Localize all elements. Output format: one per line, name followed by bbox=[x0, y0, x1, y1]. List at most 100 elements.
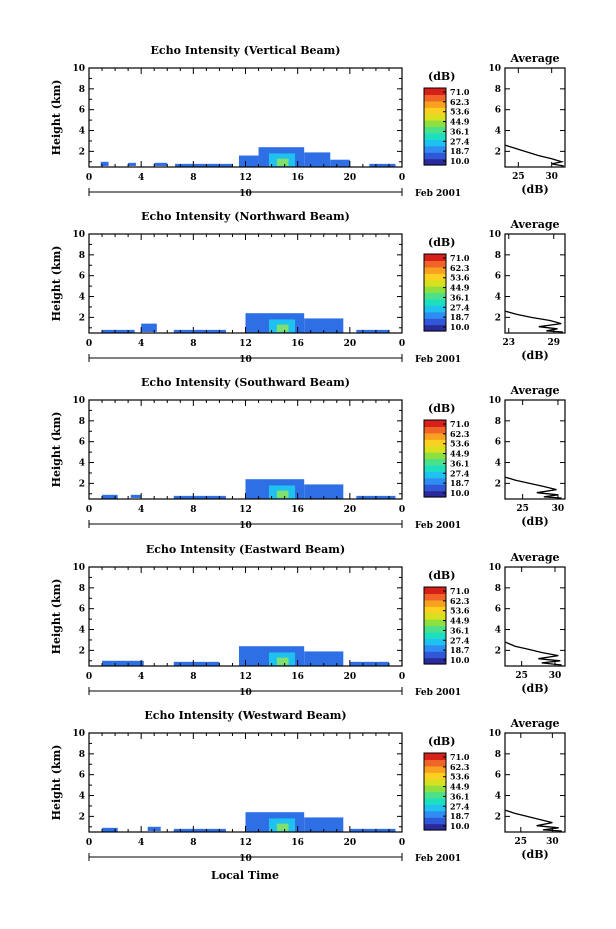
colorbar-segment bbox=[424, 305, 446, 313]
y-axis-label: Height (km) bbox=[50, 412, 63, 488]
colorbar-tick-label: 71.0 bbox=[450, 253, 470, 263]
colorbar-tick-label: 36.1 bbox=[450, 292, 469, 302]
echo-region bbox=[276, 657, 289, 665]
panel-title: Echo Intensity (Westward Beam) bbox=[144, 709, 346, 722]
colorbar-segment bbox=[424, 606, 446, 614]
day-label: 10 bbox=[239, 189, 252, 199]
x-tick-label: 12 bbox=[239, 838, 252, 848]
average-x-tick-label: 29 bbox=[547, 338, 560, 348]
x-tick-label: 0 bbox=[399, 505, 405, 515]
y-tick-label: 6 bbox=[79, 106, 85, 116]
y-tick-label: 10 bbox=[72, 729, 85, 739]
colorbar-segment bbox=[424, 126, 446, 134]
colorbar-segment bbox=[424, 132, 446, 140]
average-profile-line bbox=[504, 641, 562, 666]
echo-region bbox=[369, 163, 396, 167]
x-tick-label: 4 bbox=[138, 838, 144, 848]
x-tick-label: 0 bbox=[399, 838, 405, 848]
echo-region bbox=[304, 484, 344, 499]
y-tick-label: 8 bbox=[79, 584, 85, 594]
average-y-tick-label: 10 bbox=[488, 563, 501, 573]
average-y-tick-label: 8 bbox=[495, 750, 501, 760]
colorbar-segment bbox=[424, 625, 446, 633]
average-y-tick-label: 2 bbox=[495, 812, 501, 822]
colorbar-tick-label: 27.4 bbox=[450, 302, 470, 312]
y-tick-label: 6 bbox=[79, 771, 85, 781]
colorbar-tick-label: 53.6 bbox=[450, 273, 470, 283]
y-tick-label: 8 bbox=[79, 417, 85, 427]
colorbar-tick-label: 36.1 bbox=[450, 791, 469, 801]
colorbar-segment bbox=[424, 638, 446, 646]
average-y-tick-label: 2 bbox=[495, 147, 501, 157]
y-axis-label: Height (km) bbox=[50, 579, 63, 655]
day-label: 10 bbox=[239, 688, 252, 698]
colorbar-frame bbox=[423, 752, 447, 831]
colorbar-segment bbox=[424, 452, 446, 460]
x-tick-label: 20 bbox=[344, 838, 357, 848]
x-tick-label: 20 bbox=[344, 339, 357, 349]
echo-region bbox=[349, 661, 389, 666]
y-axis-label: Height (km) bbox=[50, 246, 63, 322]
colorbar-segment bbox=[424, 791, 446, 799]
colorbar-segment bbox=[424, 311, 446, 319]
y-tick-label: 4 bbox=[79, 127, 85, 137]
echo-region bbox=[128, 162, 136, 166]
average-profile-line bbox=[504, 809, 562, 832]
colorbar-tick-label: 27.4 bbox=[450, 468, 470, 478]
x-tick-label: 16 bbox=[291, 838, 304, 848]
x-tick-label: 4 bbox=[138, 505, 144, 515]
y-tick-label: 2 bbox=[79, 313, 85, 323]
colorbar-segment bbox=[424, 107, 446, 115]
echo-region bbox=[276, 823, 289, 831]
colorbar-tick-label: 71.0 bbox=[450, 87, 470, 97]
x-tick-label: 12 bbox=[239, 339, 252, 349]
average-y-tick-label: 6 bbox=[495, 106, 501, 116]
average-frame bbox=[504, 566, 566, 667]
x-tick-label: 4 bbox=[138, 339, 144, 349]
colorbar-segment bbox=[424, 759, 446, 767]
colorbar-tick-label: 18.7 bbox=[450, 312, 469, 322]
colorbar-tick-label: 18.7 bbox=[450, 478, 469, 488]
colorbar-segment bbox=[424, 753, 446, 761]
colorbar-segment bbox=[424, 420, 446, 428]
colorbar-tick-label: 10.0 bbox=[450, 655, 470, 665]
colorbar-segment bbox=[424, 765, 446, 773]
colorbar-tick-label: 53.6 bbox=[450, 439, 470, 449]
colorbar-tick-label: 44.9 bbox=[450, 616, 470, 626]
echo-region bbox=[304, 318, 344, 333]
day-label: 10 bbox=[239, 521, 252, 531]
average-y-tick-label: 10 bbox=[488, 729, 501, 739]
x-tick-label: 0 bbox=[399, 173, 405, 183]
x-tick-label: 4 bbox=[138, 672, 144, 682]
average-y-tick-label: 4 bbox=[495, 127, 501, 137]
average-x-tick-label: 30 bbox=[549, 671, 562, 681]
date-label: Feb 2001 bbox=[415, 521, 461, 531]
y-tick-label: 10 bbox=[72, 64, 85, 74]
average-y-tick-label: 6 bbox=[495, 438, 501, 448]
x-tick-label: 16 bbox=[291, 339, 304, 349]
y-tick-label: 4 bbox=[79, 293, 85, 303]
colorbar-unit: (dB) bbox=[428, 569, 455, 582]
echo-region bbox=[173, 661, 220, 666]
colorbar-segment bbox=[424, 139, 446, 147]
colorbar-segment bbox=[424, 490, 446, 498]
colorbar-tick-label: 10.0 bbox=[450, 488, 470, 498]
x-tick-label: 16 bbox=[291, 672, 304, 682]
average-x-label: (dB) bbox=[521, 515, 548, 528]
average-x-tick-label: 25 bbox=[512, 172, 525, 182]
colorbar-unit: (dB) bbox=[428, 735, 455, 748]
y-tick-label: 10 bbox=[72, 563, 85, 573]
average-y-tick-label: 2 bbox=[495, 646, 501, 656]
echo-region bbox=[173, 828, 226, 832]
average-y-tick-label: 4 bbox=[495, 792, 501, 802]
y-tick-label: 6 bbox=[79, 438, 85, 448]
x-tick-label: 20 bbox=[344, 173, 357, 183]
colorbar-tick-label: 44.9 bbox=[450, 283, 470, 293]
colorbar-segment bbox=[424, 273, 446, 281]
y-tick-label: 4 bbox=[79, 459, 85, 469]
average-x-label: (dB) bbox=[521, 349, 548, 362]
average-y-tick-label: 6 bbox=[495, 771, 501, 781]
colorbar-segment bbox=[424, 587, 446, 595]
average-x-tick-label: 30 bbox=[552, 504, 565, 514]
colorbar-tick-label: 62.3 bbox=[450, 263, 470, 273]
